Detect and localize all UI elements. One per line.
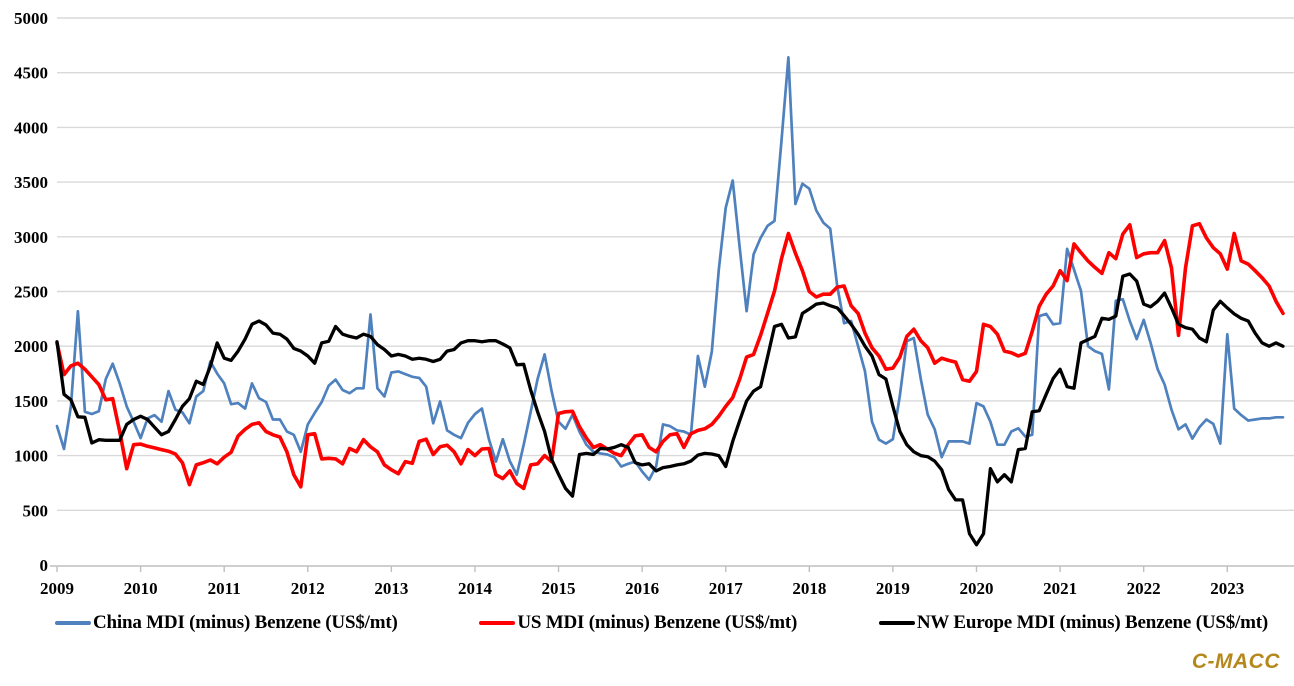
china-line-marker-icon (55, 621, 91, 625)
plot-area: 0 500 1000 1500 2000 2500 3000 3500 4000 4500 5000… (14, 9, 1294, 598)
y-axis-tick-label: 1500 (14, 392, 48, 411)
x-axis-tick-label: 2015 (542, 579, 576, 598)
cmacc-logo: C-MACC (1191, 650, 1280, 673)
y-axis-tick-label: 2500 (14, 283, 48, 302)
legend-label-nw-europe: NW Europe MDI (minus) Benzene (US$/mt) (916, 612, 1268, 633)
legend-label-us: US MDI (minus) Benzene (US$/mt) (517, 612, 798, 633)
us-line-marker-icon (479, 621, 516, 625)
y-axis-tick-label: 1000 (14, 447, 48, 466)
y-axis-tick-label: 5000 (14, 9, 48, 28)
x-axis-tick-label: 2012 (291, 579, 325, 598)
y-axis-tick-label: 4000 (14, 118, 48, 137)
legend-label-china: China MDI (minus) Benzene (US$/mt) (93, 612, 398, 633)
series-line-us (55, 221, 1285, 491)
legend-item-nw-europe: NW Europe MDI (minus) Benzene (US$/mt) (878, 612, 1268, 634)
x-axis-tick-label: 2017 (709, 579, 744, 598)
x-axis-tick-label: 2021 (1043, 579, 1077, 598)
x-axis-tick-label: 2023 (1210, 579, 1244, 598)
x-axis-tick-label: 2010 (124, 579, 158, 598)
x-axis-tick-label: 2019 (876, 579, 910, 598)
x-axis-tick-label: 2022 (1127, 579, 1161, 598)
series-line-nw-europe (55, 272, 1285, 547)
x-axis-tick-label: 2009 (40, 579, 74, 598)
y-axis-tick-label: 500 (23, 501, 49, 520)
x-axis-tick-label: 2018 (792, 579, 826, 598)
legend-item-us: US MDI (minus) Benzene (US$/mt) (479, 612, 797, 634)
x-axis-tick-label: 2014 (458, 579, 493, 598)
x-axis-tick-label: 2011 (208, 579, 241, 598)
x-axis-tick-label: 2020 (960, 579, 994, 598)
y-axis-tick-label: 0 (40, 556, 49, 575)
x-axis-tick-label: 2016 (625, 579, 659, 598)
legend-item-china: China MDI (minus) Benzene (US$/mt) (55, 612, 398, 634)
y-axis-tick-label: 3500 (14, 173, 48, 192)
mdi-benzene-spread-chart: 0 500 1000 1500 2000 2500 3000 3500 4000 4500 5000… (14, 9, 1294, 598)
y-axis-tick-label: 3000 (14, 228, 48, 247)
y-axis-tick-label: 2000 (14, 337, 48, 356)
nw-europe-line-marker-icon (878, 621, 915, 625)
chart-legend: China MDI (minus) Benzene (US$/mt) US MD… (55, 612, 1268, 634)
series-line-china (55, 56, 1285, 482)
y-axis-tick-label: 4500 (14, 64, 48, 83)
x-axis-tick-label: 2013 (374, 579, 408, 598)
